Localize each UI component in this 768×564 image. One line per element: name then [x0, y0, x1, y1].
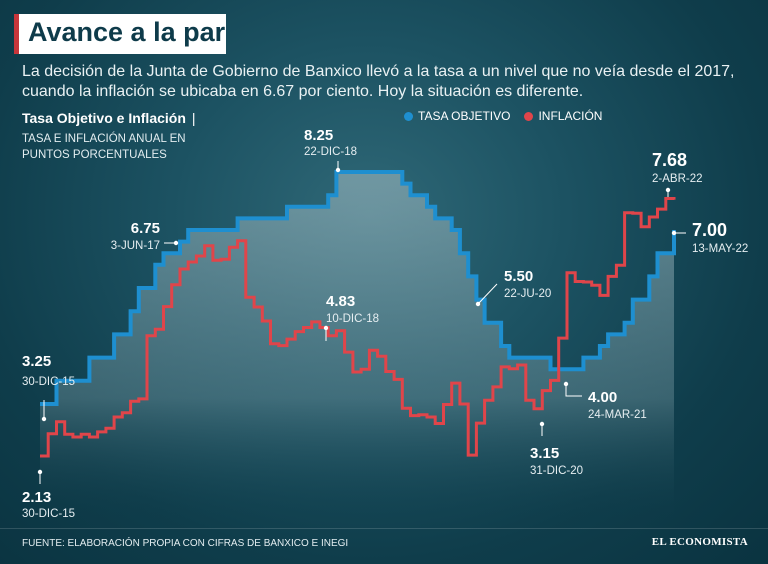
inflacion-line [40, 197, 676, 458]
marker-tasa-2018 [335, 167, 341, 173]
marker-infl-2020 [539, 421, 545, 427]
value-label-tasa-2020: 5.50 [504, 268, 533, 285]
brand-logo: EL ECONOMISTA [651, 536, 748, 548]
legend-label-inflacion: INFLACIÓN [538, 109, 603, 123]
tasa-line [40, 170, 676, 406]
marker-tasa-2021 [563, 381, 569, 387]
source-note: FUENTE: ELABORACIÓN PROPIA CON CIFRAS DE… [22, 538, 349, 549]
legend-item-inflacion: INFLACIÓN [524, 109, 602, 123]
marker-infl-2018 [323, 325, 329, 331]
date-label-tasa-2021: 24-MAR-21 [588, 409, 647, 421]
value-label-tasa-2018: 8.25 [304, 127, 333, 144]
leader-tasa-2020 [477, 283, 498, 305]
value-label-infl-2020: 3.15 [530, 445, 559, 462]
chart-subtitle: TASA E INFLACIÓN ANUAL EN PUNTOS PORCENT… [22, 133, 186, 161]
marker-tasa-2020 [475, 301, 481, 307]
marker-infl-2022 [665, 187, 671, 193]
date-label-infl-2018: 10-DIC-18 [326, 313, 379, 325]
marker-infl-2015 [37, 469, 43, 475]
title-accent-bar [14, 14, 19, 54]
value-label-tasa-2015: 3.25 [22, 353, 51, 370]
legend-dot-inflacion [524, 111, 534, 121]
leader-tasa-2021 [565, 384, 582, 397]
chart-title-separator: | [191, 110, 196, 126]
footer-divider [0, 528, 768, 529]
title-box: Avance a la par [14, 14, 226, 54]
tasa-area [40, 172, 674, 520]
date-label-infl-2015: 30-DIC-15 [22, 508, 75, 520]
page-title: Avance a la par [28, 17, 226, 47]
date-label-tasa-2022: 13-MAY-22 [692, 243, 748, 255]
value-label-infl-2018: 4.83 [326, 293, 355, 310]
date-label-infl-2022: 2-ABR-22 [652, 173, 703, 185]
value-label-infl-2022: 7.68 [652, 150, 687, 170]
date-label-tasa-2020: 22-JU-20 [504, 288, 551, 300]
value-label-infl-2015: 2.13 [22, 489, 51, 506]
date-label-tasa-2017: 3-JUN-17 [111, 240, 160, 252]
legend-item-tasa: TASA OBJETIVO [404, 109, 510, 123]
chart-legend: TASA OBJETIVO INFLACIÓN [404, 109, 616, 123]
chart-title-text: Tasa Objetivo e Inflación [22, 110, 186, 126]
legend-dot-tasa [404, 111, 413, 121]
marker-tasa-2015 [41, 416, 47, 422]
date-label-infl-2020: 31-DIC-20 [530, 465, 583, 477]
value-label-tasa-2022: 7.00 [692, 220, 727, 240]
legend-label-tasa: TASA OBJETIVO [418, 109, 511, 123]
page-subtitle: La decisión de la Junta de Gobierno de B… [22, 63, 735, 100]
date-label-tasa-2015: 30-DIC-15 [22, 376, 75, 388]
marker-tasa-2022 [671, 230, 677, 236]
date-label-tasa-2018: 22-DIC-18 [304, 146, 357, 158]
value-label-tasa-2017: 6.75 [131, 220, 160, 237]
value-label-tasa-2021: 4.00 [588, 389, 617, 406]
marker-tasa-2017 [173, 240, 179, 246]
chart-title: Tasa Objetivo e Inflación | [22, 110, 196, 126]
